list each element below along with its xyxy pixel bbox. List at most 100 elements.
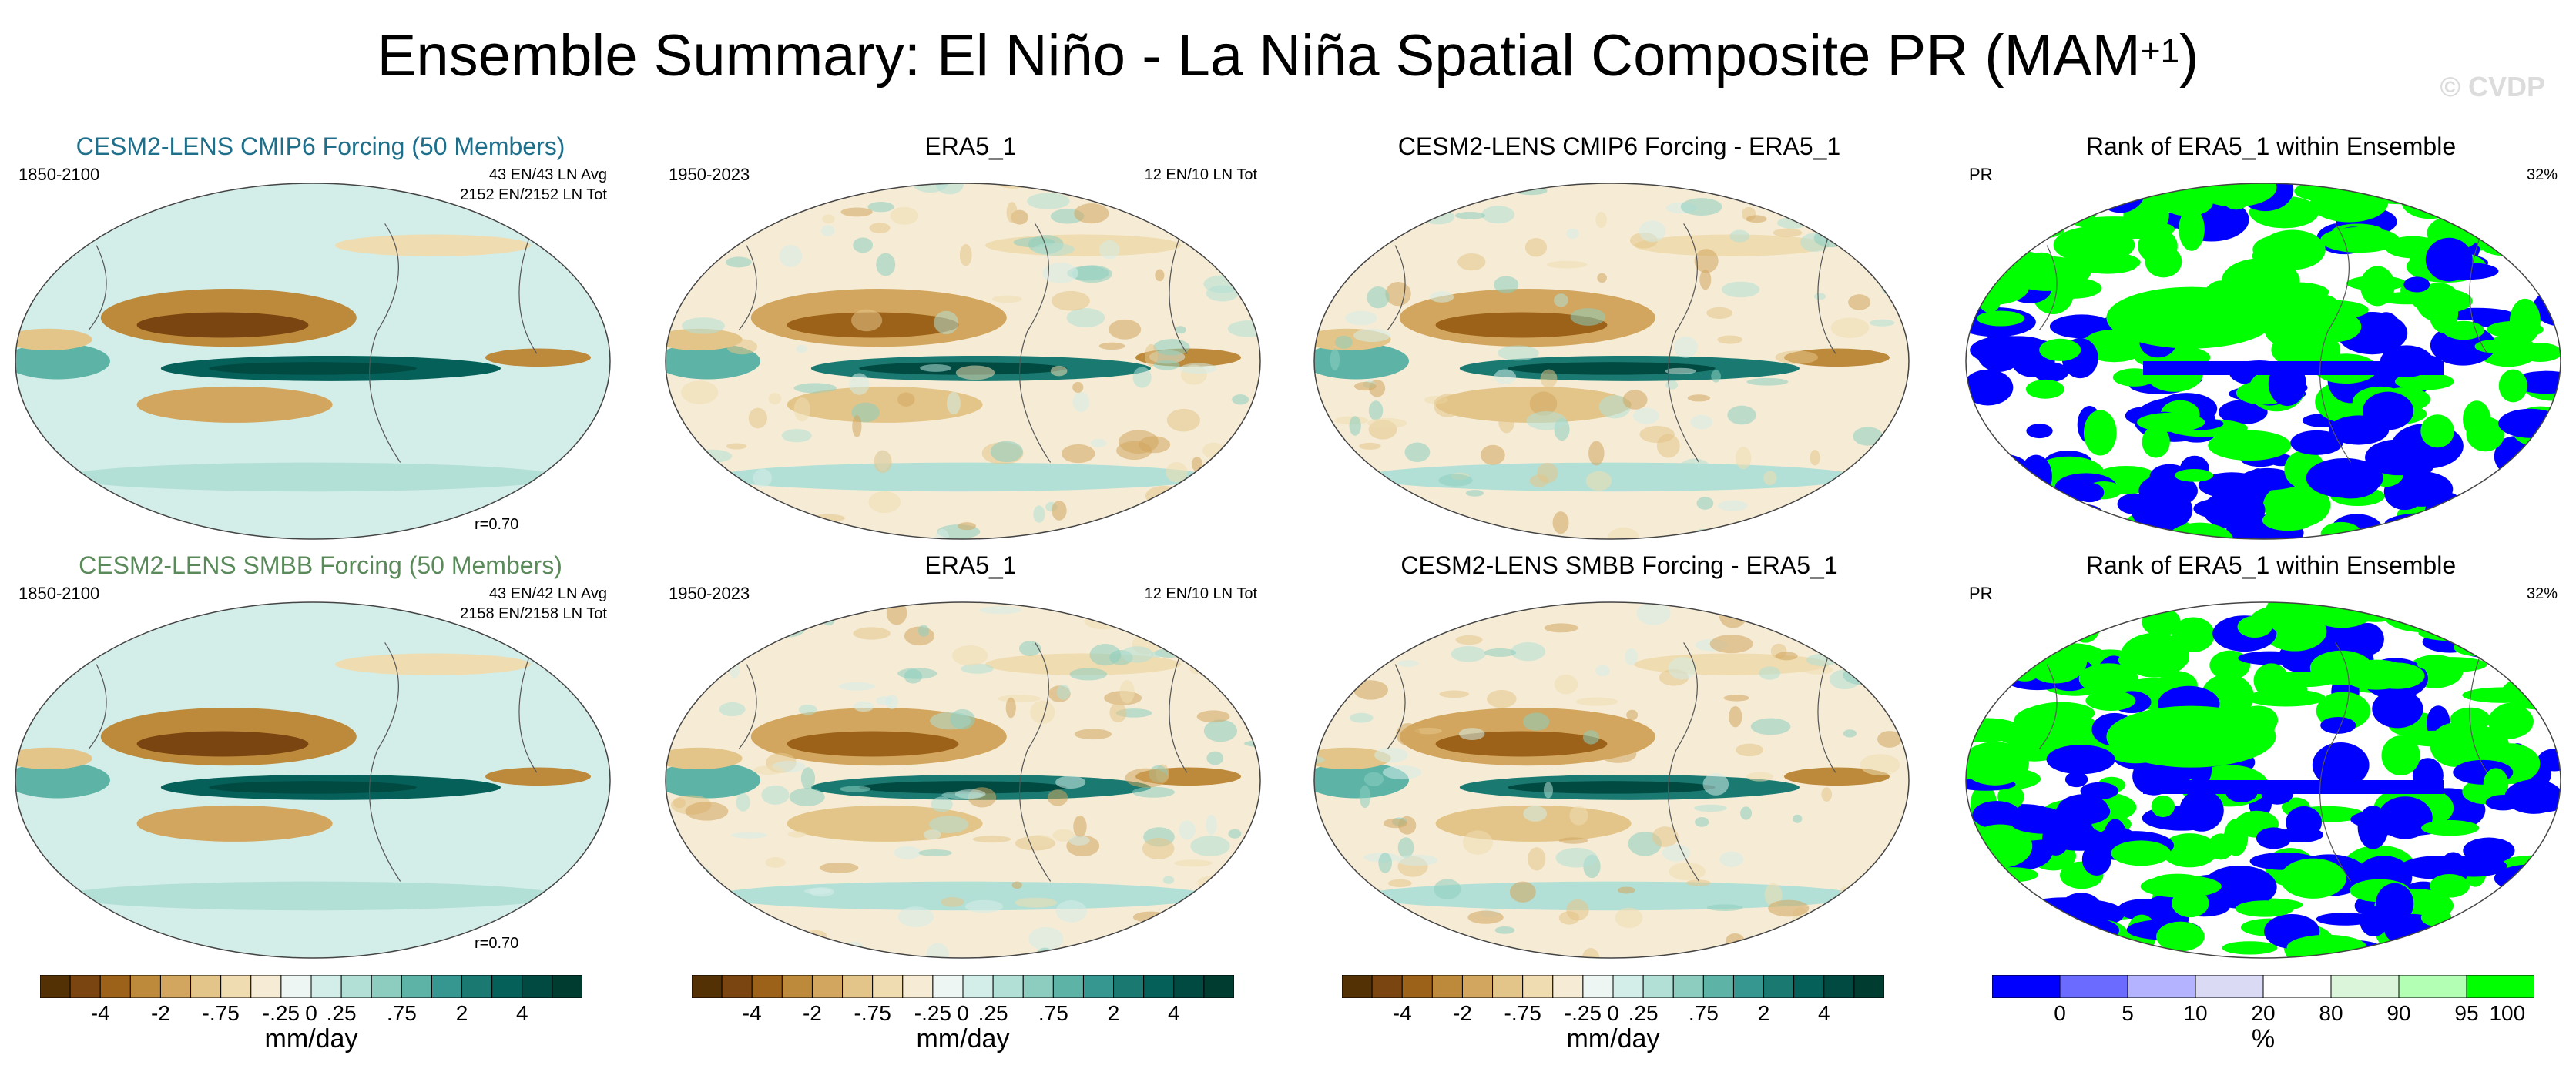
colorbar-swatch <box>491 975 523 998</box>
colorbar-swatch <box>1082 975 1115 998</box>
global-map <box>15 601 611 959</box>
colorbar-tick-label: -.75 <box>202 1001 240 1025</box>
panel-period-label: 1850-2100 <box>18 165 100 184</box>
cvdp-watermark: © CVDP <box>2440 71 2545 102</box>
colorbar-swatch <box>1612 975 1644 998</box>
coastline-outline <box>2038 642 2488 882</box>
panel-count-label: 12 EN/10 LN Tot <box>1144 166 1257 183</box>
map-panel-8: Rank of ERA5_1 within Ensemble PR 32% <box>1963 550 2576 966</box>
panel-count-label: 32% <box>2526 585 2558 602</box>
panel-count-label: 43 EN/43 LN Avg 2152 EN/2152 LN Tot <box>460 166 607 203</box>
colorbar-tick-label: 5 <box>2122 1001 2134 1025</box>
global-map <box>1965 601 2561 959</box>
coastline-outline <box>738 642 1188 882</box>
colorbar-tick-label: .75 <box>1688 1001 1719 1025</box>
colorbar-tick-label: 100 <box>2489 1001 2526 1025</box>
colorbar-swatch <box>1173 975 1205 998</box>
colorbar-swatch <box>552 975 582 998</box>
map-panel-3: CESM2-LENS CMIP6 Forcing - ERA5_1 <box>1311 131 1927 547</box>
colorbar-swatch <box>40 975 71 998</box>
panel-period-label: PR <box>1969 165 1993 184</box>
colorbar-tick-label: 20 <box>2251 1001 2276 1025</box>
colorbar-swatch <box>1642 975 1674 998</box>
colorbar-swatch <box>310 975 342 998</box>
colorbar-tick-label: -.25 <box>914 1001 951 1025</box>
global-map <box>15 183 611 540</box>
colorbar-swatch <box>902 975 934 998</box>
panel-title: CESM2-LENS SMBB Forcing (50 Members) <box>79 551 562 579</box>
colorbar-swatch <box>461 975 493 998</box>
colorbar-swatch <box>1342 975 1373 998</box>
precip-colorbar: -4 -2 -.75 -.25 0 .25 .75 2 4 mm/day <box>1342 975 1884 1054</box>
pattern-correlation-label: r=0.70 <box>475 935 519 952</box>
colorbar-tick-label: 0 <box>2054 1001 2066 1025</box>
colorbar-tick-label: -.25 <box>1564 1001 1602 1025</box>
coastline-outline <box>88 642 538 882</box>
colorbar-swatch <box>1143 975 1175 998</box>
map-panel-5: CESM2-LENS SMBB Forcing (50 Members) 1850… <box>12 550 629 966</box>
colorbar-swatch <box>1052 975 1084 998</box>
colorbar-unit-label: % <box>2251 1024 2276 1054</box>
map-panel-2: ERA5_1 1950-2023 12 EN/10 LN Tot <box>662 131 1279 547</box>
colorbar-tick-label: 2 <box>1107 1001 1120 1025</box>
coastline-outline <box>2038 223 2488 463</box>
panel-count-label: 32% <box>2526 166 2558 183</box>
colorbar-tick-label: 0 <box>305 1001 317 1025</box>
colorbar-tick-label: .25 <box>1628 1001 1659 1025</box>
colorbar-swatch <box>781 975 813 998</box>
map-border <box>665 601 1261 959</box>
colorbar-tick-label: -2 <box>1452 1001 1472 1025</box>
colorbar-swatch <box>1492 975 1524 998</box>
map-border <box>1313 601 1910 959</box>
colorbar-swatch <box>1552 975 1584 998</box>
colorbar-swatch <box>522 975 553 998</box>
colorbar-tick-label: 0 <box>957 1001 969 1025</box>
colorbar-swatch <box>1113 975 1145 998</box>
colorbar-unit-label: mm/day <box>1566 1024 1660 1054</box>
colorbar-tick-label: 0 <box>1607 1001 1619 1025</box>
colorbar-tick-label: .75 <box>1038 1001 1068 1025</box>
panel-period-label: 1950-2023 <box>669 165 750 184</box>
colorbar-swatch <box>1793 975 1825 998</box>
map-border <box>1965 601 2561 959</box>
map-border <box>15 183 611 540</box>
colorbar-swatch <box>190 975 222 998</box>
colorbar-swatch <box>1702 975 1734 998</box>
map-border <box>665 183 1261 540</box>
colorbar-swatch <box>401 975 432 998</box>
colorbar-swatch <box>1732 975 1765 998</box>
map-border <box>15 601 611 959</box>
colorbar-swatch <box>872 975 904 998</box>
colorbar-swatch <box>1823 975 1855 998</box>
global-map <box>1313 601 1910 959</box>
colorbar-swatch <box>129 975 161 998</box>
colorbar-unit-label: mm/day <box>916 1024 1010 1054</box>
pattern-correlation-label: r=0.70 <box>475 516 519 533</box>
main-title: Ensemble Summary: El Niño - La Niña Spat… <box>377 23 2199 89</box>
global-map <box>665 601 1261 959</box>
panel-count-label: 12 EN/10 LN Tot <box>1144 585 1257 602</box>
coastline-outline <box>1387 642 1836 882</box>
map-border <box>1965 183 2561 540</box>
colorbar-tick-label: .25 <box>978 1001 1008 1025</box>
colorbar-tick-label: -.25 <box>262 1001 300 1025</box>
colorbar-swatch <box>1853 975 1884 998</box>
colorbar-swatch <box>99 975 131 998</box>
colorbar-swatch <box>1461 975 1494 998</box>
colorbar-swatch <box>1022 975 1054 998</box>
colorbar-swatch <box>1371 975 1403 998</box>
colorbar-tick-label: 95 <box>2454 1001 2479 1025</box>
global-map <box>1965 183 2561 540</box>
colorbar-swatch <box>1672 975 1704 998</box>
map-border <box>1313 183 1910 540</box>
colorbar-swatch <box>280 975 312 998</box>
panel-title: ERA5_1 <box>924 132 1017 160</box>
colorbar-swatch <box>751 975 783 998</box>
colorbar-swatch <box>811 975 844 998</box>
colorbar-tick-label: .25 <box>326 1001 357 1025</box>
colorbar-swatch <box>692 975 723 998</box>
panel-title: CESM2-LENS CMIP6 Forcing - ERA5_1 <box>1397 132 1841 160</box>
coastline-outline <box>1387 223 1836 463</box>
panel-title: Rank of ERA5_1 within Ensemble <box>2085 551 2457 579</box>
colorbar-swatch <box>2059 975 2128 998</box>
